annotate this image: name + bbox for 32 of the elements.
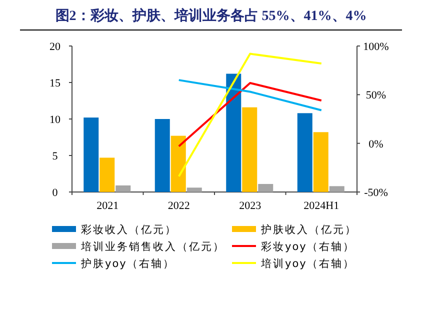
y-tick-label: 20 (50, 41, 61, 53)
y2-tick-label: 0% (368, 138, 384, 150)
legend-label: 培训业务销售收入（亿元） (80, 240, 225, 253)
y-tick-label: 0 (52, 187, 58, 199)
y-tick-label: 5 (52, 150, 58, 162)
bar (100, 158, 115, 192)
bar (297, 113, 312, 192)
legend-label: 彩妆yoy（右轴） (261, 240, 355, 253)
legend-label: 护肤yoy（右轴） (80, 257, 175, 270)
x-tick-label: 2023 (239, 200, 262, 212)
bar (170, 136, 186, 192)
bar (329, 186, 344, 192)
y2-tick-label: -50% (364, 187, 388, 199)
y-tick-label: 15 (50, 78, 61, 90)
bar (313, 132, 328, 192)
x-tick-label: 2021 (96, 200, 119, 212)
bar (154, 119, 170, 192)
bar (226, 74, 242, 192)
legend-label: 护肤收入（亿元） (260, 223, 357, 236)
bar (242, 107, 258, 192)
chart-title: 图2：彩妆、护肤、培训业务各占 55%、41%、4% (55, 7, 367, 24)
x-tick-label: 2022 (168, 200, 190, 212)
bar (258, 184, 274, 192)
y-tick-label: 10 (50, 114, 61, 126)
bar (186, 188, 202, 192)
legend-label: 培训yoy（右轴） (260, 257, 355, 270)
x-tick-label: 2024H1 (304, 200, 340, 212)
legend-label: 彩妆收入（亿元） (81, 223, 177, 236)
bar (84, 118, 99, 192)
bar (116, 185, 131, 192)
y2-tick-label: 100% (363, 41, 389, 53)
y2-tick-label: 50% (366, 90, 386, 102)
